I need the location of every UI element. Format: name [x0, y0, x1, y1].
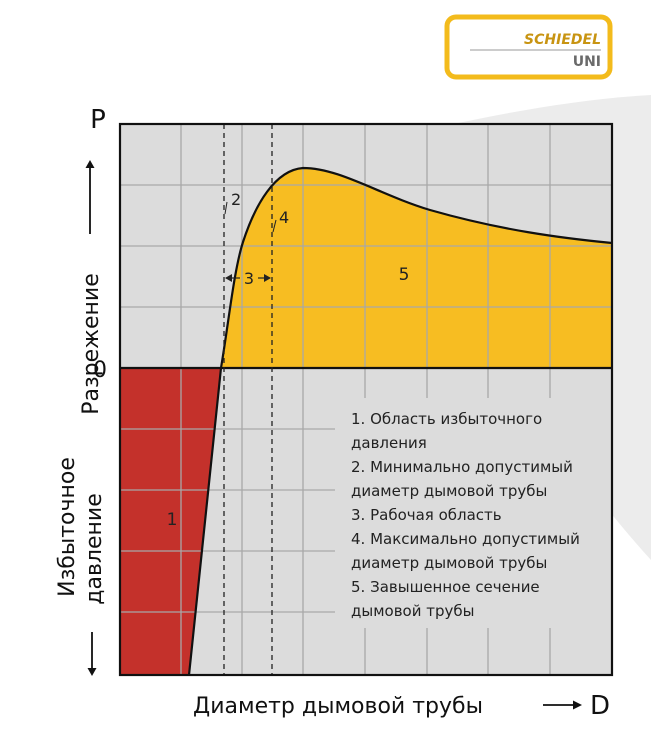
marker-2-label: 2: [231, 190, 241, 209]
y-label-negative-line2: давление: [82, 493, 107, 604]
marker-1-label: 1: [167, 510, 178, 530]
marker-2: 2: [224, 190, 241, 215]
logo-brand-text: SCHIEDEL: [524, 32, 601, 48]
legend-line-7: диаметр дымовой трубы: [351, 554, 547, 572]
legend-line-8: 5. Завышенное сечение: [351, 578, 540, 596]
x-label-text: Диаметр дымовой трубы: [193, 694, 483, 719]
marker-4: 4: [272, 208, 289, 233]
working-range-arrow: [225, 274, 271, 282]
schiedel-logo: SCHIEDEL UNI: [444, 14, 613, 80]
legend-line-1: 1. Область избыточного: [351, 410, 542, 428]
marker-3-label: 3: [244, 269, 254, 288]
y-label-negative-line1: Избыточное: [55, 457, 80, 597]
logo-frame: [444, 14, 613, 80]
logo-product-text: UNI: [573, 54, 601, 70]
y-axis-symbol: P: [90, 105, 106, 135]
y-axis-label-negative: Избыточное давление: [55, 457, 107, 676]
x-axis-symbol: D: [590, 691, 610, 721]
legend-line-6: 4. Максимально допустимый: [351, 530, 580, 548]
y-axis-label-positive: Разрежение: [79, 160, 104, 415]
x-axis-label: Диаметр дымовой трубы D: [193, 691, 610, 721]
legend-backdrop: [335, 398, 613, 628]
draft-region-area: [221, 168, 612, 368]
legend-line-3: 2. Минимально допустимый: [351, 458, 573, 476]
y-label-positive-text: Разрежение: [79, 273, 104, 415]
legend-line-2: давления: [351, 434, 427, 452]
zero-label: 0: [93, 358, 107, 383]
legend-line-9: дымовой трубы: [351, 602, 474, 620]
legend-line-4: диаметр дымовой трубы: [351, 482, 547, 500]
pressure-curve: [187, 166, 613, 676]
plot-frame: [118, 122, 614, 677]
overpressure-region: [120, 368, 221, 675]
legend: 1. Область избыточного давления 2. Миним…: [351, 410, 580, 620]
marker-5-label: 5: [399, 265, 410, 285]
marker-4-label: 4: [279, 208, 289, 227]
legend-line-5: 3. Рабочая область: [351, 506, 502, 524]
